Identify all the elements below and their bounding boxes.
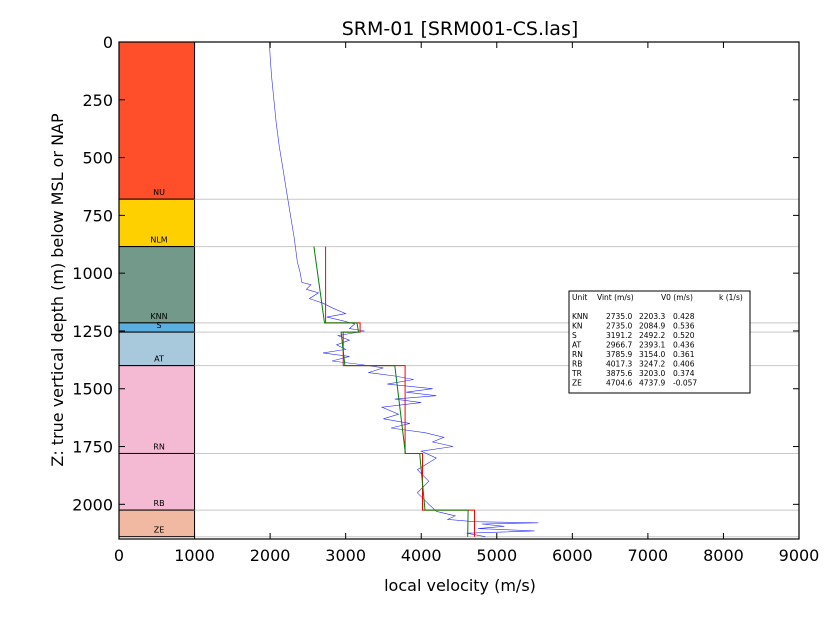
x-axis: 0 1000 2000 3000 4000 5000 6000 7000 8000 9000 [114, 42, 819, 565]
legend-cell: 2393.1 [639, 341, 665, 350]
legend-cell: 4737.9 [639, 379, 665, 388]
unit-block [118, 41, 196, 200]
unit-block [118, 509, 196, 538]
series-gradient-line [313, 246, 469, 537]
x-axis-label: local velocity (m/s) [384, 576, 536, 595]
legend-header: V0 (m/s) [661, 293, 693, 302]
legend-cell: 3203.0 [639, 369, 665, 378]
x-tick-label: 3000 [325, 546, 366, 565]
legend-cell: 3785.9 [606, 350, 632, 359]
legend-cell: 2735.0 [606, 322, 632, 331]
legend-cell: 2203.3 [639, 312, 665, 321]
legend-cell: 4017.3 [606, 360, 632, 369]
x-tick-label: 0 [114, 546, 124, 565]
legend-cell: AT [572, 341, 582, 350]
legend-cell: 3154.0 [639, 350, 665, 359]
y-axis-label: Z: true vertical depth (m) below MSL or … [48, 113, 67, 467]
chart-title: SRM-01 [SRM001-CS.las] [342, 18, 579, 40]
legend-cell: 3191.2 [606, 331, 632, 340]
legend-cell: 0.428 [673, 312, 695, 321]
y-tick-label: 1500 [72, 380, 113, 399]
unit-block [118, 198, 196, 248]
legend-cell: 0.520 [673, 331, 695, 340]
velocity-series [269, 41, 539, 537]
legend-frame [568, 290, 751, 394]
x-tick-label: 1000 [174, 546, 215, 565]
legend-cell: 0.406 [673, 360, 695, 369]
interval-velocity-legend: Unit Vint (m/s) V0 (m/s) k (1/s) KNN 2735.0 22… [568, 290, 751, 394]
y-tick-label: 250 [82, 91, 113, 110]
legend-cell: 0.361 [673, 350, 695, 359]
legend-header: Unit [572, 293, 587, 302]
y-tick-label: 0 [103, 33, 113, 52]
unit-block [118, 246, 196, 324]
y-tick-label: 1250 [72, 322, 113, 341]
x-tick-label: 4000 [401, 546, 442, 565]
y-tick-label: 2000 [72, 495, 113, 514]
legend-cell: KNN [572, 312, 588, 321]
legend-cell: 4704.6 [606, 379, 632, 388]
x-tick-label: 6000 [552, 546, 593, 565]
y-tick-label: 500 [82, 149, 113, 168]
x-tick-label: 5000 [476, 546, 517, 565]
unit-label: NU [153, 188, 165, 197]
unit-label: RB [154, 499, 165, 508]
legend-header: Vint (m/s) [597, 293, 634, 302]
legend-cell: KN [572, 322, 583, 331]
x-tick-label: 7000 [628, 546, 669, 565]
y-tick-label: 1000 [72, 264, 113, 283]
unit-block [118, 452, 196, 511]
legend-cell: 2966.7 [606, 341, 632, 350]
legend-cell: 2084.9 [639, 322, 665, 331]
unit-label: KNN [150, 312, 167, 321]
unit-label: AT [154, 355, 164, 364]
legend-cell: 0.536 [673, 322, 695, 331]
legend-cell: RB [572, 360, 582, 369]
legend-cell: TR [571, 369, 582, 378]
legend-cell: 2735.0 [606, 312, 632, 321]
legend-header: k (1/s) [719, 293, 743, 302]
series-thin-line [269, 41, 539, 537]
legend-cell: 2492.2 [639, 331, 665, 340]
legend-cell: 0.436 [673, 341, 695, 350]
legend-cell: 3247.2 [639, 360, 665, 369]
legend-cell: 0.374 [673, 369, 695, 378]
plot-frame [118, 41, 800, 540]
unit-label: ZE [154, 526, 165, 535]
x-tick-label: 8000 [703, 546, 744, 565]
unit-label: NLM [150, 236, 167, 245]
x-tick-label: 2000 [250, 546, 291, 565]
legend-cell: -0.057 [673, 379, 697, 388]
y-tick-label: 1750 [72, 438, 113, 457]
legend-cell: S [572, 331, 577, 340]
x-tick-label: 9000 [779, 546, 820, 565]
unit-block [118, 365, 196, 454]
legend-cell: 3875.6 [606, 369, 632, 378]
legend-cell: ZE [572, 379, 582, 388]
unit-label: S [157, 321, 162, 330]
legend-cell: RN [572, 350, 583, 359]
series-step-line [325, 246, 475, 537]
y-tick-label: 750 [82, 206, 113, 225]
unit-label: RN [153, 442, 165, 451]
y-axis: 0 250 500 750 1000 1250 1500 1750 2000 [72, 33, 799, 514]
